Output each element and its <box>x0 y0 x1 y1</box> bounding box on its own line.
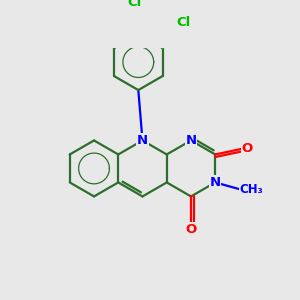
Text: O: O <box>185 223 197 236</box>
Text: O: O <box>241 142 253 155</box>
Text: N: N <box>185 134 197 147</box>
Text: Cl: Cl <box>127 0 141 9</box>
Text: N: N <box>137 134 148 147</box>
Text: N: N <box>210 176 221 189</box>
Text: CH₃: CH₃ <box>239 183 263 196</box>
Text: Cl: Cl <box>176 16 191 28</box>
